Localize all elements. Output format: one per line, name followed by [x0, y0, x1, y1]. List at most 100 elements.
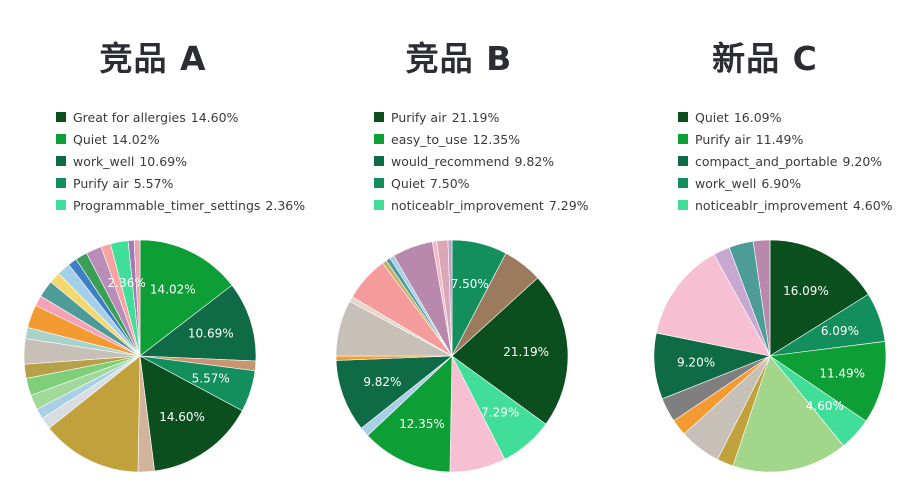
- legend-percent: 5.57%: [133, 175, 174, 191]
- pie-slice-5: [732, 355, 844, 473]
- legend-item: compact_and_portable 9.20%: [678, 150, 893, 172]
- legend-label: Purify air: [391, 109, 447, 125]
- legend-item: Quiet 16.09%: [678, 106, 893, 128]
- legend-item: Great for allergies 14.60%: [56, 106, 305, 128]
- legend-swatch: [374, 134, 384, 144]
- chart-title: 竞品 B: [405, 39, 513, 78]
- legend-percent: 14.02%: [111, 131, 160, 147]
- legend-percent: 7.29%: [548, 197, 589, 213]
- slice-data-label: 5.57%: [192, 372, 230, 386]
- slice-data-label: 7.50%: [451, 277, 489, 291]
- legend-item: noticeablr_improvement 7.29%: [374, 194, 589, 216]
- legend-item: work_well 10.69%: [56, 150, 305, 172]
- legend-swatch: [678, 200, 688, 210]
- legend-label: Programmable_timer_settings: [73, 197, 261, 213]
- slice-data-label: 9.82%: [363, 375, 401, 389]
- legend-swatch: [56, 112, 66, 122]
- legend-percent: 12.35%: [472, 131, 521, 147]
- pie-slice-purify-air: [451, 277, 569, 425]
- legend-label: work_well: [695, 175, 757, 191]
- legend-item: noticeablr_improvement 4.60%: [678, 194, 893, 216]
- legend: Quiet 16.09% Purify air 11.49% compact_and…: [678, 106, 893, 216]
- legend-swatch: [374, 156, 384, 166]
- legend-percent: 9.82%: [514, 153, 555, 169]
- pie-slice-19: [447, 239, 453, 357]
- legend-item: Quiet 14.02%: [56, 128, 305, 150]
- legend-item: easy_to_use 12.35%: [374, 128, 589, 150]
- pie-slice-quiet: [769, 239, 869, 357]
- legend-label: Quiet: [695, 109, 729, 125]
- slice-data-label: 21.19%: [503, 345, 549, 359]
- pie-chart: 7.50% 21.19% 7.29% 12.35% 9.82%: [335, 239, 569, 473]
- slice-data-label: 14.02%: [150, 282, 196, 296]
- pie-chart: 14.02% 10.69% 5.57% 14.60% 2.36%: [23, 239, 257, 473]
- legend-label: noticeablr_improvement: [695, 197, 848, 213]
- legend-item: Quiet 7.50%: [374, 172, 589, 194]
- chart-title: 新品 C: [712, 39, 818, 78]
- pie-slice-would-recommend: [335, 355, 453, 429]
- legend-swatch: [678, 134, 688, 144]
- slice-data-label: 2.36%: [108, 276, 146, 290]
- legend-label: Purify air: [73, 175, 129, 191]
- legend-label: would_recommend: [391, 153, 510, 169]
- pie-slice-work-well: [139, 284, 257, 362]
- legend-item: Programmable_timer_settings 2.36%: [56, 194, 305, 216]
- legend-label: Quiet: [73, 131, 107, 147]
- legend-item: would_recommend 9.82%: [374, 150, 589, 172]
- pie-panel-a: 竞品 A Great for allergies 14.60% Quiet 14.0…: [0, 0, 306, 489]
- legend-percent: 4.60%: [852, 197, 893, 213]
- pie-slice-great-for-allergies: [139, 355, 243, 472]
- legend-percent: 10.69%: [139, 153, 188, 169]
- slice-data-label: 4.60%: [806, 399, 844, 413]
- legend-percent: 21.19%: [451, 109, 500, 125]
- slice-data-label: 12.35%: [399, 417, 445, 431]
- legend-percent: 9.20%: [842, 153, 883, 169]
- pie-slice-easy-to-use: [367, 355, 453, 473]
- pie-slice-quiet: [139, 239, 233, 357]
- legend-swatch: [374, 178, 384, 188]
- legend-swatch: [56, 178, 66, 188]
- pie-slice-purify-air: [769, 341, 887, 422]
- legend-label: Purify air: [695, 131, 751, 147]
- pie-panel-b: 竞品 B Purify air 21.19% easy_to_use 12.35% …: [306, 0, 612, 489]
- legend-percent: 16.09%: [733, 109, 782, 125]
- legend-item: Purify air 11.49%: [678, 128, 893, 150]
- pie-chart: 16.09% 6.09% 11.49% 4.60% 9.20%: [653, 239, 887, 473]
- slice-data-label: 16.09%: [783, 284, 829, 298]
- legend-label: easy_to_use: [391, 131, 468, 147]
- legend-label: Quiet: [391, 175, 425, 191]
- pie-panel-c: 新品 C Quiet 16.09% Purify air 11.49% compac…: [612, 0, 918, 489]
- legend-percent: 2.36%: [265, 197, 306, 213]
- legend-item: Purify air 21.19%: [374, 106, 589, 128]
- legend-label: noticeablr_improvement: [391, 197, 544, 213]
- pie-slice-26: [133, 239, 141, 357]
- slice-data-label: 7.29%: [481, 405, 519, 419]
- legend-percent: 7.50%: [429, 175, 470, 191]
- slice-data-label: 6.09%: [821, 324, 859, 338]
- legend-item: Purify air 5.57%: [56, 172, 305, 194]
- slice-data-label: 11.49%: [819, 366, 865, 380]
- legend-swatch: [56, 156, 66, 166]
- legend-swatch: [374, 112, 384, 122]
- legend-percent: 11.49%: [755, 131, 804, 147]
- legend-swatch: [374, 200, 384, 210]
- legend-percent: 6.90%: [761, 175, 802, 191]
- legend-label: compact_and_portable: [695, 153, 838, 169]
- pie-slice-7: [48, 355, 141, 473]
- legend: Purify air 21.19% easy_to_use 12.35% would…: [374, 106, 589, 216]
- chart-title: 竞品 A: [99, 39, 207, 78]
- legend: Great for allergies 14.60% Quiet 14.02% wo…: [56, 106, 305, 216]
- legend-swatch: [56, 134, 66, 144]
- legend-swatch: [56, 200, 66, 210]
- legend-percent: 14.60%: [190, 109, 239, 125]
- legend-label: work_well: [73, 153, 135, 169]
- pie-slice-11: [655, 254, 771, 357]
- legend-swatch: [678, 156, 688, 166]
- legend-swatch: [678, 112, 688, 122]
- legend-label: Great for allergies: [73, 109, 186, 125]
- pie-slice-14: [752, 239, 771, 357]
- slice-data-label: 9.20%: [677, 356, 715, 370]
- legend-swatch: [678, 178, 688, 188]
- legend-item: work_well 6.90%: [678, 172, 893, 194]
- slice-data-label: 14.60%: [159, 410, 205, 424]
